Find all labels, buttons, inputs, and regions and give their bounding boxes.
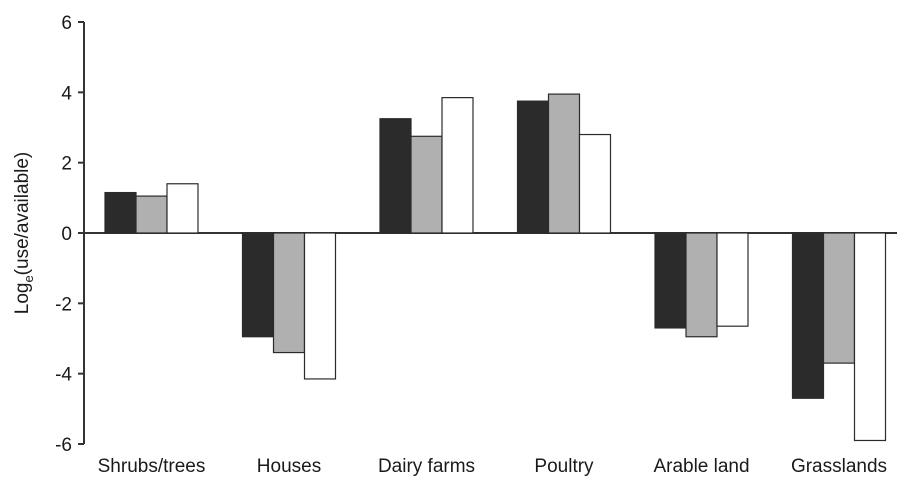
bar-arable-land-series-3 [716, 232, 749, 327]
x-category-label: Shrubs/trees [98, 456, 206, 477]
bar-poultry-series-2 [547, 93, 581, 234]
y-axis-title-subscript: e [21, 275, 36, 282]
x-category-label: Houses [257, 456, 321, 477]
y-tick-label: 6 [61, 13, 72, 34]
bar-poultry-series-3 [578, 133, 612, 234]
x-category-label: Grasslands [791, 456, 887, 477]
bar-dairy-farms-series-2 [410, 135, 443, 234]
bar-arable-land-series-2 [685, 232, 718, 338]
bar-shrubs-trees-series-1 [104, 191, 137, 234]
y-axis-title-main: Log [12, 283, 33, 315]
y-ticks: 6 4 2 0 -2 -4 -6 [55, 13, 84, 456]
x-category-label: Dairy farms [378, 456, 475, 477]
bar-poultry-series-1 [516, 100, 550, 234]
y-tick-label: -6 [55, 435, 72, 456]
y-tick-label: -4 [55, 365, 72, 386]
bar-houses-series-1 [241, 232, 275, 338]
bar-grasslands-series-3 [853, 232, 887, 442]
x-category-label: Arable land [653, 456, 749, 477]
bar-arable-land-series-1 [654, 232, 687, 329]
y-tick-label: 0 [61, 224, 72, 245]
y-axis-title: Loge(use/available) [12, 152, 36, 315]
bar-dairy-farms-series-3 [441, 97, 474, 234]
bar-shrubs-trees-series-2 [135, 195, 168, 234]
bar-dairy-farms-series-1 [379, 118, 412, 234]
bar-grasslands-series-2 [822, 232, 856, 364]
bar-houses-series-2 [272, 232, 306, 354]
bar-shrubs-trees-series-3 [166, 183, 199, 234]
y-tick-label: 4 [61, 83, 72, 104]
bars [104, 93, 887, 442]
y-axis-title-rest: (use/available) [12, 152, 33, 276]
bar-houses-series-3 [303, 232, 337, 380]
x-category-label: Poultry [534, 456, 594, 477]
y-tick-label: 2 [61, 154, 72, 175]
category-labels: Shrubs/trees Houses Dairy farms Poultry Arab… [98, 456, 887, 477]
y-tick-label: -2 [55, 294, 72, 315]
bar-grasslands-series-1 [791, 232, 825, 399]
